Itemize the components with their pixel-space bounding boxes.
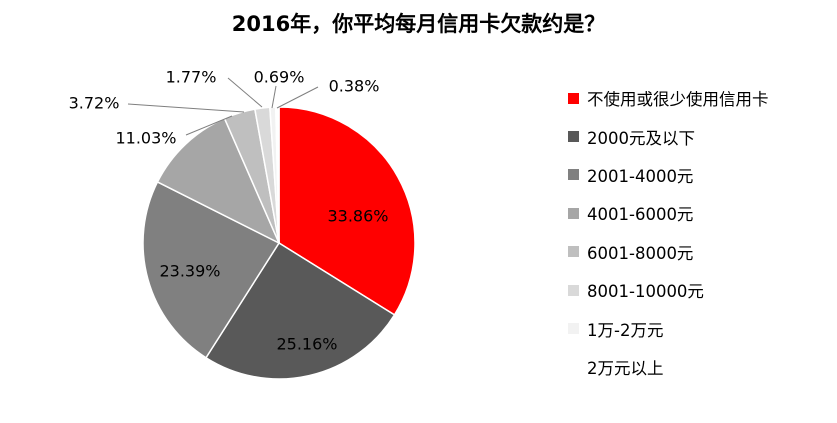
legend-label: 8001-10000元 <box>587 282 704 302</box>
data-label-8: 0.38% <box>329 77 380 96</box>
legend: 不使用或很少使用信用卡 2000元及以下 2001-4000元 4001-6000元 6… <box>568 79 769 386</box>
legend-item-8: 2万元以上 <box>568 348 769 386</box>
data-label-7: 0.69% <box>254 68 305 87</box>
legend-label: 2000元及以下 <box>587 128 695 148</box>
legend-item-6: 8001-10000元 <box>568 271 769 309</box>
data-label-4: 11.03% <box>115 129 176 148</box>
data-label-3: 23.39% <box>159 262 220 281</box>
data-label-5: 3.72% <box>69 94 120 113</box>
legend-swatch <box>568 284 579 296</box>
legend-item-7: 1万-2万元 <box>568 309 769 347</box>
legend-item-2: 2000元及以下 <box>568 117 769 155</box>
legend-swatch <box>568 246 579 258</box>
legend-swatch <box>568 131 579 143</box>
leader-line-4 <box>185 115 233 136</box>
leader-line-5 <box>127 103 245 113</box>
legend-swatch <box>568 169 579 181</box>
legend-swatch <box>568 323 579 335</box>
legend-item-1: 不使用或很少使用信用卡 <box>568 79 769 117</box>
chart-title: 2016年，你平均每月信用卡欠款约是？ <box>231 12 606 36</box>
pie-slice-3 <box>142 180 281 359</box>
pie-slice-1 <box>278 106 416 316</box>
legend-swatch <box>568 92 579 104</box>
leader-line-6 <box>227 77 263 108</box>
legend-item-3: 2001-4000元 <box>568 156 769 194</box>
data-label-2: 25.16% <box>276 335 337 354</box>
legend-item-4: 4001-6000元 <box>568 194 769 232</box>
legend-label: 1万-2万元 <box>587 320 664 340</box>
pie-slice-2 <box>204 241 396 380</box>
legend-label: 2001-4000元 <box>587 166 694 186</box>
legend-swatch <box>568 207 579 219</box>
legend-label: 6001-8000元 <box>587 243 694 263</box>
legend-swatch <box>568 361 579 373</box>
legend-label: 4001-6000元 <box>587 205 694 225</box>
legend-label: 不使用或很少使用信用卡 <box>587 90 769 110</box>
data-label-1: 33.86% <box>327 207 388 226</box>
legend-label: 2万元以上 <box>587 358 664 378</box>
leader-line-8 <box>276 86 319 109</box>
data-label-6: 1.77% <box>166 68 217 87</box>
legend-item-5: 6001-8000元 <box>568 233 769 271</box>
leader-line-7 <box>271 85 277 109</box>
